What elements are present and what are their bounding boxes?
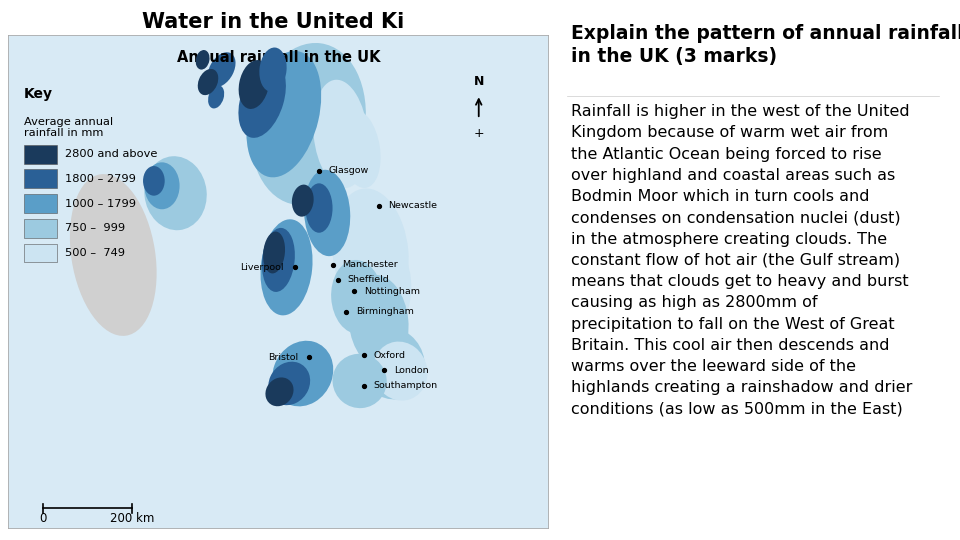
- FancyBboxPatch shape: [24, 219, 58, 238]
- Ellipse shape: [208, 85, 225, 109]
- Ellipse shape: [265, 377, 294, 406]
- Text: Nottingham: Nottingham: [364, 287, 420, 295]
- Ellipse shape: [247, 51, 322, 177]
- Text: Explain the pattern of annual rainfall
in the UK (3 marks): Explain the pattern of annual rainfall i…: [570, 24, 960, 66]
- FancyBboxPatch shape: [8, 35, 549, 529]
- Ellipse shape: [198, 69, 218, 95]
- Text: Rainfall is higher in the west of the United
Kingdom because of warm wet air fro: Rainfall is higher in the west of the Un…: [570, 104, 912, 416]
- Ellipse shape: [143, 166, 165, 195]
- Ellipse shape: [251, 43, 366, 205]
- Text: Oxford: Oxford: [373, 351, 406, 360]
- Text: 1000 – 1799: 1000 – 1799: [65, 199, 136, 208]
- Text: Liverpool: Liverpool: [240, 263, 284, 272]
- Ellipse shape: [305, 183, 332, 233]
- Ellipse shape: [359, 328, 424, 400]
- Text: Southampton: Southampton: [373, 381, 438, 390]
- Text: 500 –  749: 500 – 749: [65, 248, 125, 258]
- Ellipse shape: [341, 228, 411, 336]
- Text: Average annual
rainfall in mm: Average annual rainfall in mm: [24, 117, 113, 138]
- Ellipse shape: [144, 163, 180, 210]
- Ellipse shape: [292, 185, 314, 217]
- Text: 1800 – 2799: 1800 – 2799: [65, 174, 136, 184]
- Text: Glasgow: Glasgow: [328, 166, 369, 176]
- Text: Bristol: Bristol: [268, 353, 299, 362]
- Ellipse shape: [207, 52, 235, 87]
- Text: 200 km: 200 km: [110, 512, 155, 525]
- FancyBboxPatch shape: [24, 244, 58, 262]
- Text: Key: Key: [24, 87, 53, 101]
- Text: London: London: [394, 366, 428, 375]
- Ellipse shape: [239, 60, 270, 109]
- Ellipse shape: [273, 341, 333, 407]
- Text: Manchester: Manchester: [343, 260, 398, 269]
- FancyBboxPatch shape: [8, 35, 549, 529]
- Ellipse shape: [238, 61, 286, 138]
- Ellipse shape: [262, 228, 295, 292]
- FancyBboxPatch shape: [24, 170, 58, 188]
- Text: Annual rainfall in the UK: Annual rainfall in the UK: [177, 50, 380, 65]
- Ellipse shape: [70, 174, 156, 336]
- Ellipse shape: [263, 232, 285, 273]
- Text: 750 –  999: 750 – 999: [65, 224, 125, 233]
- Text: +: +: [473, 126, 484, 139]
- Ellipse shape: [348, 275, 409, 368]
- Ellipse shape: [260, 219, 313, 315]
- Text: Birmingham: Birmingham: [356, 307, 414, 316]
- Ellipse shape: [339, 110, 380, 188]
- FancyBboxPatch shape: [24, 145, 58, 164]
- Ellipse shape: [259, 48, 287, 92]
- Ellipse shape: [196, 50, 209, 70]
- Ellipse shape: [332, 188, 409, 316]
- Text: 0: 0: [39, 512, 47, 525]
- Ellipse shape: [304, 170, 350, 256]
- Text: Sheffield: Sheffield: [348, 275, 390, 284]
- Text: Water in the United Ki: Water in the United Ki: [142, 12, 405, 32]
- Ellipse shape: [331, 260, 383, 334]
- Ellipse shape: [144, 156, 206, 230]
- Text: 2800 and above: 2800 and above: [65, 149, 157, 159]
- Text: N: N: [473, 76, 484, 89]
- FancyBboxPatch shape: [24, 194, 58, 213]
- Ellipse shape: [373, 342, 427, 401]
- Text: Newcastle: Newcastle: [388, 201, 438, 210]
- Ellipse shape: [332, 354, 387, 408]
- Ellipse shape: [313, 80, 368, 188]
- Ellipse shape: [268, 362, 310, 405]
